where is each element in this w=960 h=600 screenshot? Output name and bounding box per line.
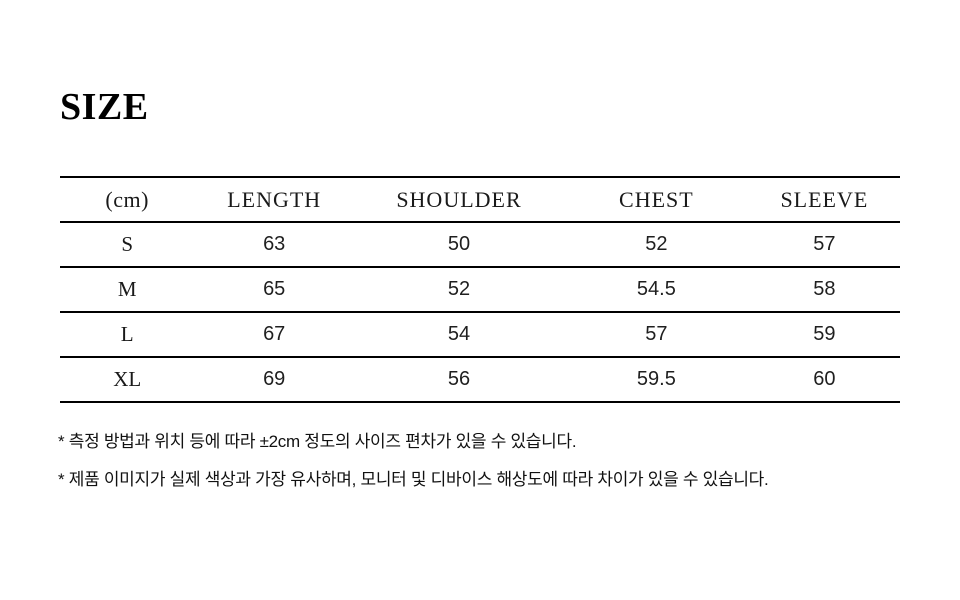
size-chart-table: (cm) LENGTH SHOULDER CHEST SLEEVE S 63 5… bbox=[60, 176, 900, 403]
measurement-value: 54.5 bbox=[636, 278, 676, 300]
measurement-value: 56 bbox=[447, 368, 471, 390]
measurement-value: 67 bbox=[263, 323, 286, 345]
measurement-value: 59 bbox=[813, 323, 836, 345]
measurement-value: 60 bbox=[813, 368, 836, 390]
table-row-xl: XL 69 56 59.5 60 bbox=[60, 357, 900, 402]
size-section: SIZE (cm) LENGTH SHOULDER CHEST SLEEVE S… bbox=[0, 88, 960, 490]
measurement-value: 52 bbox=[447, 278, 471, 300]
table-row-m: M 65 52 54.5 58 bbox=[60, 267, 900, 312]
column-header-chest: CHEST bbox=[619, 186, 694, 212]
column-header-shoulder: SHOULDER bbox=[396, 186, 522, 212]
measurement-value: 69 bbox=[263, 368, 286, 390]
measurement-value: 57 bbox=[813, 233, 836, 255]
measurement-value: 59.5 bbox=[636, 368, 676, 390]
notes-section: * 측정 방법과 위치 등에 따라 ±2cm 정도의 사이즈 편차가 있을 수 … bbox=[58, 431, 900, 490]
measurement-value: 58 bbox=[813, 278, 836, 300]
size-note-color: * 제품 이미지가 실제 색상과 가장 유사하며, 모니터 및 디바이스 해상도… bbox=[58, 470, 769, 489]
measurement-value: 63 bbox=[263, 233, 286, 255]
size-label: M bbox=[117, 277, 137, 301]
size-label: L bbox=[120, 322, 134, 346]
size-label: S bbox=[121, 232, 134, 256]
column-header-sleeve: SLEEVE bbox=[780, 186, 869, 212]
column-header-length: LENGTH bbox=[227, 186, 322, 212]
measurement-value: 65 bbox=[263, 278, 286, 300]
table-header-row: (cm) LENGTH SHOULDER CHEST SLEEVE bbox=[60, 177, 900, 222]
size-note-tolerance: * 측정 방법과 위치 등에 따라 ±2cm 정도의 사이즈 편차가 있을 수 … bbox=[58, 432, 577, 451]
measurement-value: 54 bbox=[447, 323, 471, 345]
measurement-value: 50 bbox=[447, 233, 471, 255]
page-title: SIZE bbox=[60, 86, 149, 128]
table-row-s: S 63 50 52 57 bbox=[60, 222, 900, 267]
measurement-value: 57 bbox=[645, 323, 668, 345]
size-label: XL bbox=[113, 367, 142, 391]
unit-label: (cm) bbox=[105, 186, 149, 212]
table-row-l: L 67 54 57 59 bbox=[60, 312, 900, 357]
measurement-value: 52 bbox=[645, 233, 668, 255]
